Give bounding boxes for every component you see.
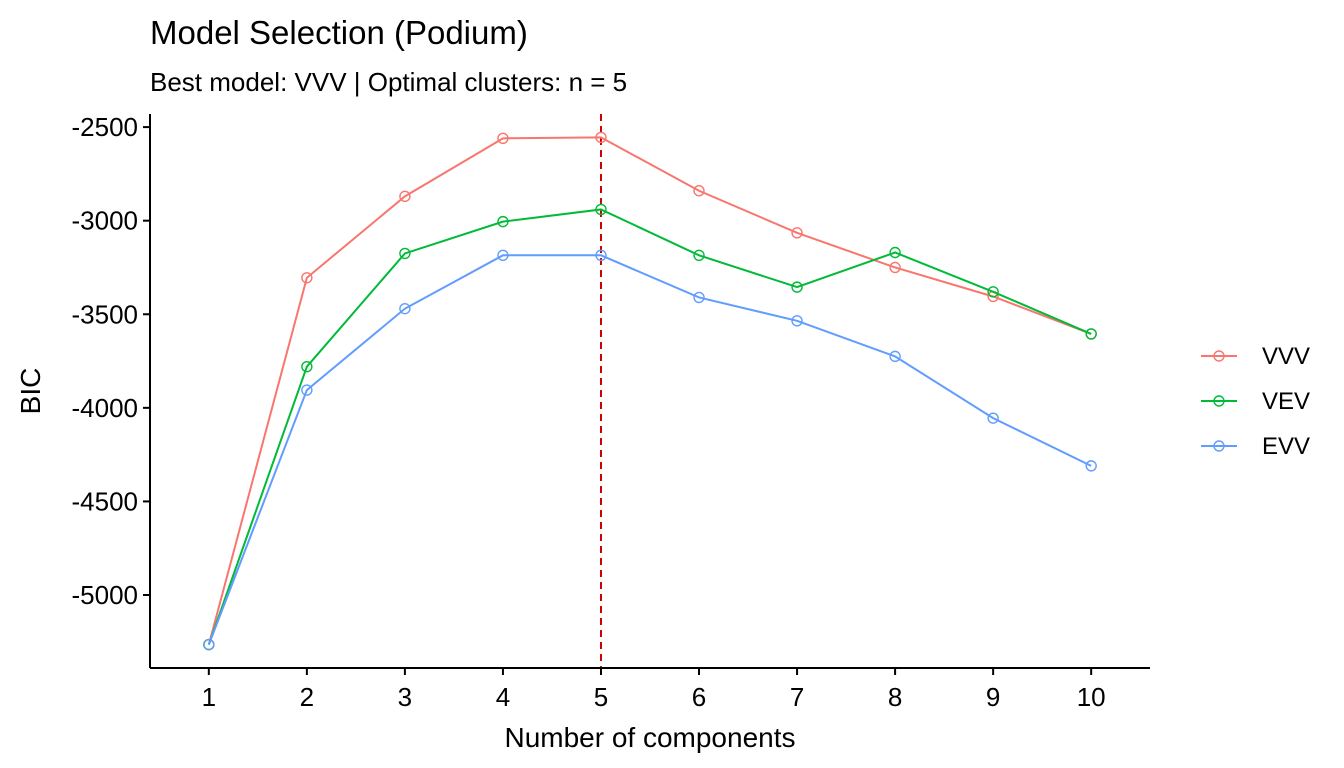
point-vev-2 bbox=[301, 360, 313, 373]
series-line-vvv bbox=[207, 136, 1092, 645]
y-tick-label-0: -5000 bbox=[72, 580, 139, 610]
point-evv-4 bbox=[497, 249, 509, 262]
y-tick-label-4: -3000 bbox=[72, 206, 139, 236]
point-vev-10 bbox=[1085, 328, 1097, 340]
y-axis-ticks: -5000 -4500 -4000 -3500 -3000 -2500 bbox=[72, 112, 150, 610]
point-vvv-8 bbox=[889, 261, 901, 274]
y-tick-label-2: -4000 bbox=[72, 393, 139, 423]
x-tick-label-9: 10 bbox=[1077, 682, 1106, 712]
legend-marker-evv bbox=[1213, 440, 1225, 452]
point-vev-9 bbox=[987, 286, 999, 298]
point-vev-4 bbox=[497, 215, 509, 228]
x-tick-label-4: 5 bbox=[594, 682, 608, 712]
point-vvv-7 bbox=[791, 227, 803, 239]
x-tick-label-8: 9 bbox=[986, 682, 1000, 712]
point-evv-1 bbox=[203, 638, 215, 651]
x-tick-label-3: 4 bbox=[496, 682, 510, 712]
point-evv-10 bbox=[1085, 460, 1097, 472]
y-tick-label-1: -4500 bbox=[72, 486, 139, 516]
point-vev-6 bbox=[693, 249, 705, 262]
plot-area bbox=[203, 114, 1097, 668]
legend-marker-vvv bbox=[1213, 350, 1225, 362]
x-axis-ticks: 1 2 3 4 5 6 7 8 9 10 bbox=[202, 668, 1106, 712]
x-axis-title: Number of components bbox=[504, 722, 795, 753]
point-vvv-3 bbox=[399, 190, 411, 203]
legend-label-vev: VEV bbox=[1262, 388, 1310, 415]
chart-title: Model Selection (Podium) bbox=[150, 14, 528, 51]
point-evv-5 bbox=[595, 249, 607, 262]
point-vvv-2 bbox=[301, 272, 313, 284]
point-vvv-4 bbox=[497, 132, 509, 145]
legend-label-vvv: VVV bbox=[1262, 343, 1310, 370]
chart-subtitle: Best model: VVV | Optimal clusters: n = … bbox=[150, 67, 627, 97]
point-evv-7 bbox=[791, 315, 803, 327]
legend-label-evv: EVV bbox=[1262, 433, 1310, 460]
y-tick-label-5: -2500 bbox=[72, 112, 139, 142]
y-axis-title: BIC bbox=[15, 368, 46, 415]
x-tick-label-5: 6 bbox=[692, 682, 706, 712]
series-line-evv bbox=[207, 254, 1092, 645]
point-vev-7 bbox=[791, 281, 803, 293]
x-tick-label-0: 1 bbox=[202, 682, 216, 712]
y-tick-label-3: -3500 bbox=[72, 299, 139, 329]
x-tick-label-6: 7 bbox=[790, 682, 804, 712]
point-evv-3 bbox=[399, 302, 411, 315]
legend-marker-vev bbox=[1213, 395, 1225, 407]
point-vvv-5 bbox=[595, 131, 607, 144]
point-vev-5 bbox=[595, 203, 607, 216]
x-tick-label-2: 3 bbox=[398, 682, 412, 712]
point-vev-8 bbox=[889, 246, 901, 259]
point-evv-9 bbox=[987, 412, 999, 424]
point-vvv-6 bbox=[693, 185, 705, 197]
x-tick-label-1: 2 bbox=[300, 682, 314, 712]
legend: VVV VEV EVV bbox=[1201, 343, 1310, 460]
point-evv-6 bbox=[693, 291, 705, 304]
series-line-vev bbox=[207, 208, 1092, 645]
point-evv-8 bbox=[889, 350, 901, 363]
point-vev-3 bbox=[399, 247, 411, 260]
x-tick-label-7: 8 bbox=[888, 682, 902, 712]
point-evv-2 bbox=[301, 384, 313, 396]
